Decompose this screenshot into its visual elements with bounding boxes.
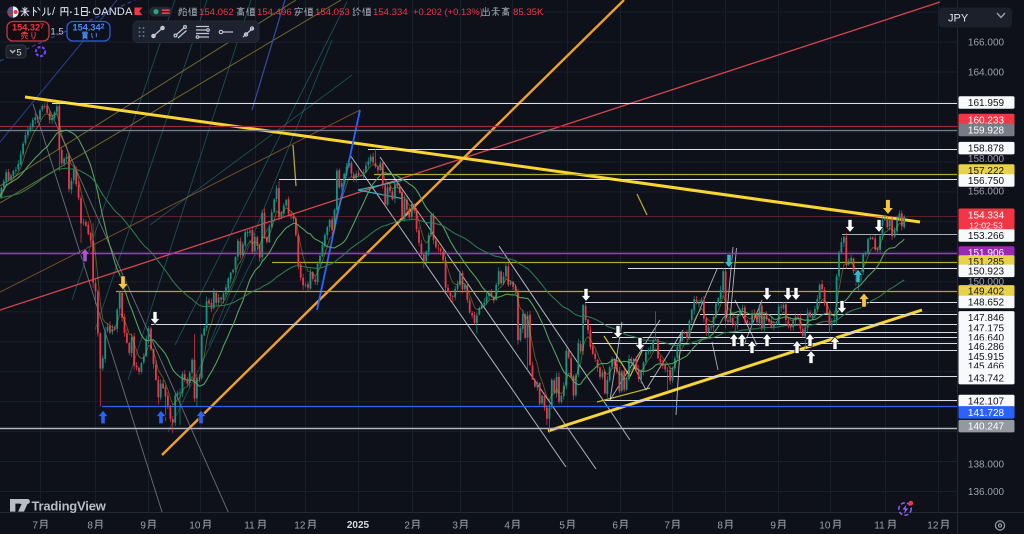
svg-text:12:02:53: 12:02:53: [969, 220, 1003, 230]
svg-text:+0.202 (+0.13%): +0.202 (+0.13%): [413, 6, 483, 17]
svg-text:147.846: 147.846: [968, 313, 1005, 324]
svg-text:153.266: 153.266: [968, 231, 1005, 242]
svg-text:2025: 2025: [347, 520, 370, 531]
svg-text:3: 3: [452, 521, 458, 532]
svg-text:166.000: 166.000: [968, 38, 1005, 49]
svg-text:TradingView: TradingView: [32, 499, 107, 514]
svg-text:154.053: 154.053: [315, 7, 350, 18]
svg-text:11: 11: [244, 521, 255, 532]
svg-text:146.286: 146.286: [968, 342, 1005, 353]
svg-text:150.000: 150.000: [968, 277, 1005, 288]
svg-text:151.906: 151.906: [968, 248, 1005, 259]
svg-text:157.222: 157.222: [968, 166, 1005, 177]
svg-text:136.000: 136.000: [968, 487, 1005, 498]
svg-text:5: 5: [16, 47, 21, 58]
svg-text:12: 12: [294, 521, 306, 532]
svg-text:154.334: 154.334: [373, 7, 408, 18]
svg-text:154.334: 154.334: [968, 211, 1005, 222]
svg-text:8: 8: [717, 521, 723, 532]
svg-text:156.750: 156.750: [968, 176, 1005, 187]
svg-text:154.062: 154.062: [199, 7, 234, 18]
svg-text:150.923: 150.923: [968, 266, 1005, 277]
svg-text:10: 10: [189, 521, 201, 532]
svg-text:11: 11: [874, 521, 885, 532]
svg-text:/: /: [52, 6, 56, 18]
svg-text:143.742: 143.742: [968, 374, 1005, 385]
svg-text:1: 1: [74, 6, 80, 18]
svg-text:148.652: 148.652: [968, 297, 1005, 308]
svg-text:154.496: 154.496: [257, 7, 292, 18]
svg-text:12: 12: [927, 521, 939, 532]
svg-text:149.402: 149.402: [968, 287, 1005, 298]
svg-text:158.000: 158.000: [968, 154, 1005, 165]
svg-text:·: ·: [88, 7, 91, 18]
svg-text:151.285: 151.285: [968, 257, 1005, 268]
svg-text:164.000: 164.000: [968, 68, 1005, 79]
svg-text:154.327: 154.327: [12, 23, 44, 33]
svg-text:OANDA: OANDA: [93, 6, 134, 18]
svg-text:138.000: 138.000: [968, 459, 1005, 470]
svg-text:146.640: 146.640: [968, 333, 1005, 344]
svg-text:1.5: 1.5: [50, 27, 63, 38]
svg-text:141.728: 141.728: [968, 408, 1005, 419]
svg-text:9: 9: [770, 521, 776, 532]
svg-text:5: 5: [559, 521, 565, 532]
svg-text:4: 4: [504, 521, 510, 532]
svg-text:9: 9: [140, 521, 146, 532]
svg-text:·: ·: [70, 7, 73, 18]
svg-text:147.175: 147.175: [968, 323, 1005, 334]
svg-text:8: 8: [87, 521, 93, 532]
svg-text:145.466: 145.466: [968, 362, 1005, 373]
svg-text:142.107: 142.107: [968, 396, 1005, 407]
svg-text:145.915: 145.915: [968, 352, 1005, 363]
svg-text:161.959: 161.959: [968, 98, 1005, 109]
svg-text:7: 7: [32, 521, 38, 532]
svg-text:160.233: 160.233: [968, 115, 1005, 126]
svg-text:85.35K: 85.35K: [513, 7, 544, 18]
svg-text:158.878: 158.878: [968, 144, 1005, 155]
svg-text:7: 7: [664, 521, 670, 532]
svg-text:159.928: 159.928: [968, 126, 1005, 137]
svg-text:140.247: 140.247: [968, 422, 1005, 433]
svg-text:2: 2: [404, 521, 410, 532]
svg-text:154.342: 154.342: [72, 23, 104, 33]
svg-text:6: 6: [612, 521, 618, 532]
svg-text:JPY: JPY: [948, 13, 969, 25]
svg-text:156.000: 156.000: [968, 187, 1005, 198]
svg-text:10: 10: [819, 521, 831, 532]
